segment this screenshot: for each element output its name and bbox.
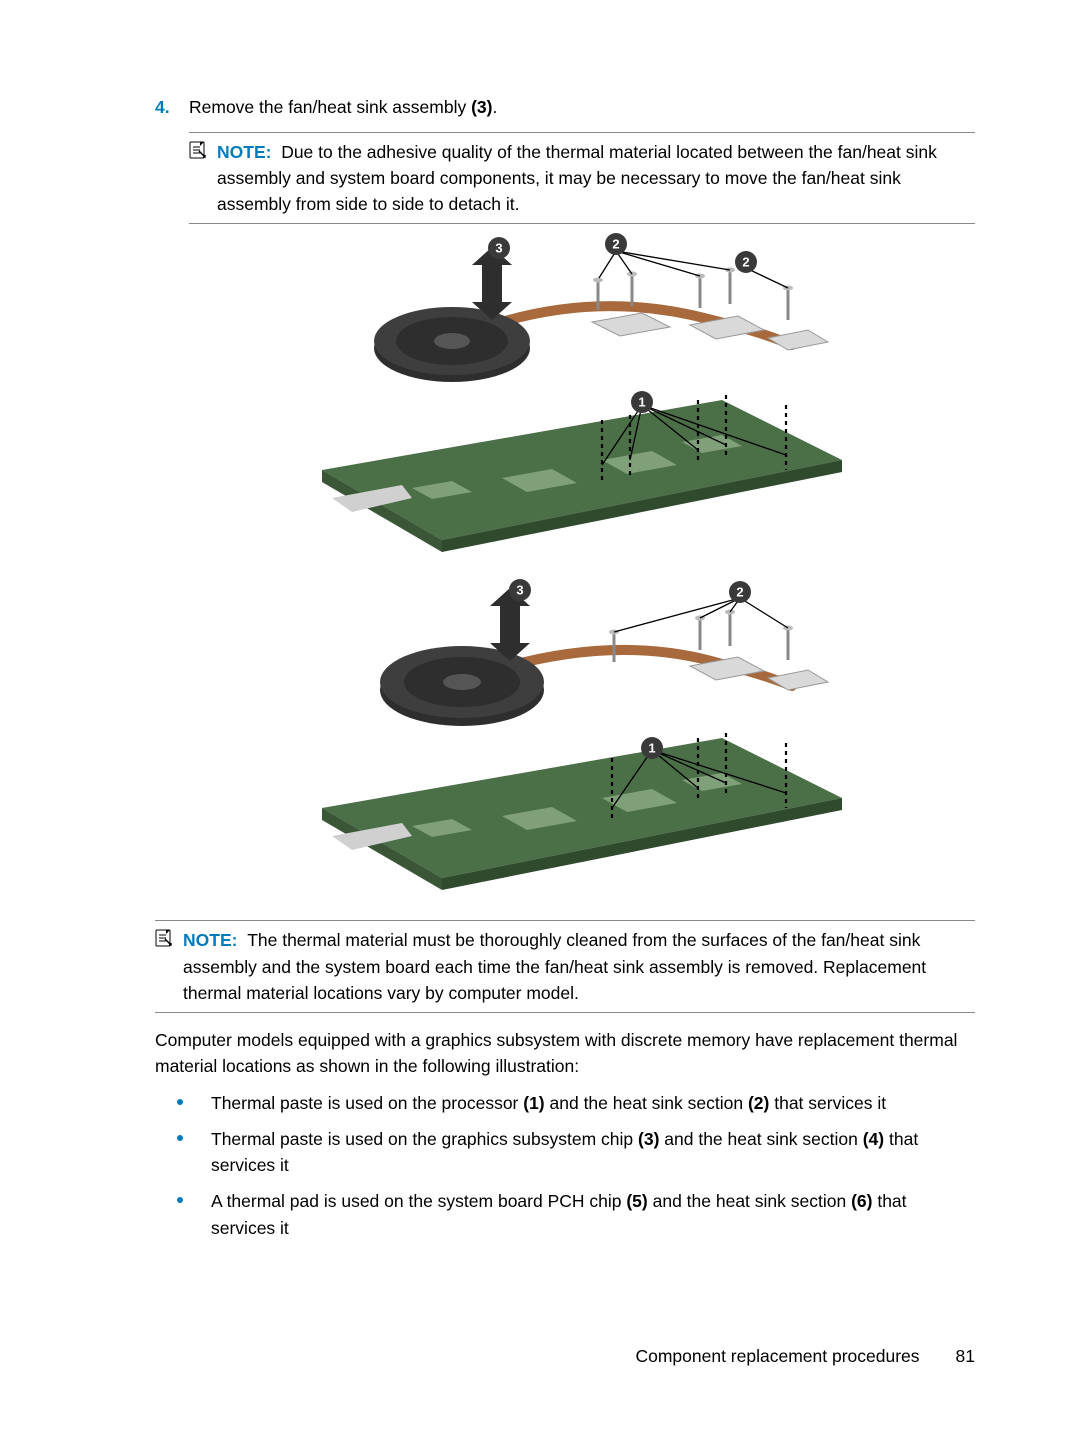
bullet-item-3: A thermal pad is used on the system boar…	[155, 1188, 975, 1241]
bullet-dot-icon	[177, 1135, 183, 1141]
callout-d1-2a: 2	[612, 237, 619, 252]
bullet-1-b2: (2)	[748, 1093, 769, 1113]
step-text-post: .	[492, 97, 497, 117]
bullet-3-pre: A thermal pad is used on the system boar…	[211, 1191, 626, 1211]
note-1: NOTE: Due to the adhesive quality of the…	[189, 132, 975, 225]
note-icon	[189, 139, 209, 218]
note-1-body: NOTE: Due to the adhesive quality of the…	[217, 139, 975, 218]
note-icon	[155, 927, 175, 1006]
step-text-bold: (3)	[471, 97, 492, 117]
paragraph-1: Computer models equipped with a graphics…	[155, 1027, 975, 1080]
note-label: NOTE:	[183, 930, 237, 950]
callout-d1-3: 3	[495, 241, 502, 256]
callout-d1-2b: 2	[742, 255, 749, 270]
step-text: Remove the fan/heat sink assembly (3).	[189, 95, 497, 120]
bullet-dot-icon	[177, 1099, 183, 1105]
bullet-dot-icon	[177, 1197, 183, 1203]
callout-d2-3: 3	[516, 583, 523, 598]
callout-d2-2: 2	[736, 585, 743, 600]
note-1-text: Due to the adhesive quality of the therm…	[217, 142, 937, 215]
bullet-2-pre: Thermal paste is used on the graphics su…	[211, 1129, 638, 1149]
note-2: NOTE: The thermal material must be thoro…	[155, 920, 975, 1013]
bullet-3-text: A thermal pad is used on the system boar…	[211, 1188, 975, 1241]
callout-d1-1: 1	[638, 395, 645, 410]
bullet-item-2: Thermal paste is used on the graphics su…	[155, 1126, 975, 1179]
bullet-1-post: that services it	[769, 1093, 886, 1113]
bullet-2-b2: (4)	[863, 1129, 884, 1149]
note-2-body: NOTE: The thermal material must be thoro…	[183, 927, 975, 1006]
bullet-1-b1: (1)	[523, 1093, 544, 1113]
diagram-container: 3 2 2 1	[189, 230, 975, 898]
step-4-row: 4. Remove the fan/heat sink assembly (3)…	[155, 95, 975, 120]
bullet-3-b2: (6)	[851, 1191, 872, 1211]
footer-page-number: 81	[956, 1346, 975, 1367]
page-footer: Component replacement procedures 81	[635, 1346, 975, 1367]
bullet-3-mid: and the heat sink section	[648, 1191, 851, 1211]
bullet-3-b1: (5)	[626, 1191, 647, 1211]
bullet-1-mid: and the heat sink section	[545, 1093, 748, 1113]
step-text-pre: Remove the fan/heat sink assembly	[189, 97, 471, 117]
footer-section-title: Component replacement procedures	[635, 1346, 919, 1367]
step-number: 4.	[155, 95, 175, 120]
callout-d2-1: 1	[648, 741, 655, 756]
bullet-2-mid: and the heat sink section	[659, 1129, 862, 1149]
note-label: NOTE:	[217, 142, 271, 162]
page-root: 4. Remove the fan/heat sink assembly (3)…	[0, 0, 1080, 1437]
exploded-diagram-2: 3 2 1	[302, 568, 862, 898]
bullet-1-text: Thermal paste is used on the processor (…	[211, 1090, 886, 1116]
bullet-list: Thermal paste is used on the processor (…	[155, 1090, 975, 1241]
exploded-diagram-1: 3 2 2 1	[302, 230, 862, 560]
bullet-item-1: Thermal paste is used on the processor (…	[155, 1090, 975, 1116]
note-2-text: The thermal material must be thoroughly …	[183, 930, 926, 1003]
bullet-2-text: Thermal paste is used on the graphics su…	[211, 1126, 975, 1179]
bullet-1-pre: Thermal paste is used on the processor	[211, 1093, 523, 1113]
bullet-2-b1: (3)	[638, 1129, 659, 1149]
